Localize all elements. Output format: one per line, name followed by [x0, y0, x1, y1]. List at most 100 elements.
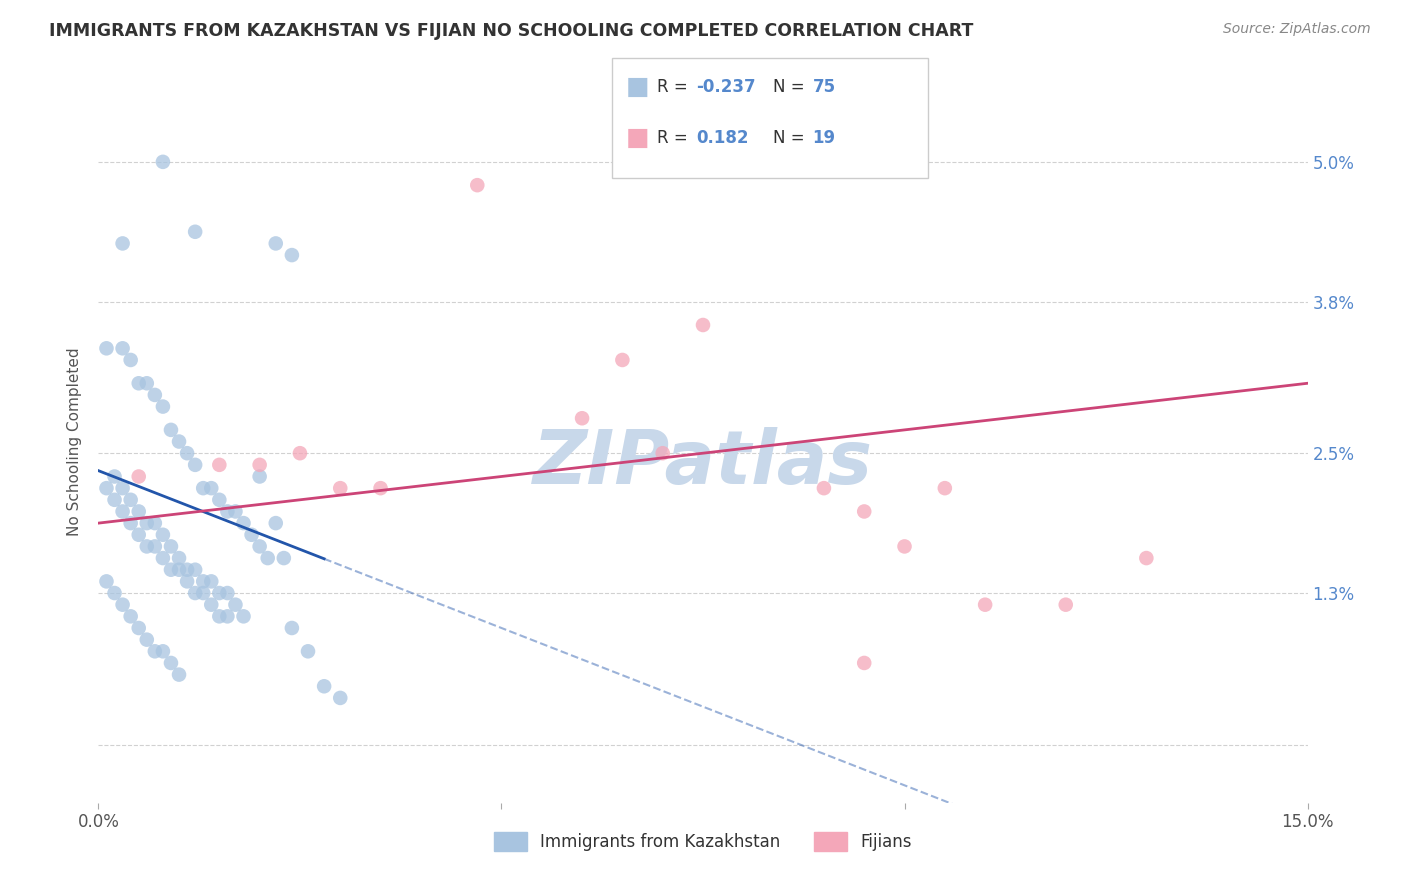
Point	[217, 586, 239, 600]
Point	[103, 492, 125, 507]
Point	[128, 504, 150, 518]
Point	[143, 388, 166, 402]
Point	[208, 458, 231, 472]
Point	[314, 679, 336, 693]
Point	[208, 586, 231, 600]
Text: N =: N =	[773, 78, 810, 95]
Point	[200, 574, 222, 589]
Point	[651, 446, 673, 460]
Point	[249, 540, 271, 554]
Point	[176, 446, 198, 460]
Point	[571, 411, 593, 425]
Point	[96, 574, 118, 589]
Text: ■: ■	[626, 75, 650, 98]
Text: 0.182: 0.182	[696, 129, 748, 147]
Point	[208, 609, 231, 624]
Point	[224, 598, 246, 612]
Text: -0.237: -0.237	[696, 78, 755, 95]
Y-axis label: No Schooling Completed: No Schooling Completed	[67, 347, 83, 536]
Point	[103, 469, 125, 483]
Text: Source: ZipAtlas.com: Source: ZipAtlas.com	[1223, 22, 1371, 37]
Point	[111, 481, 134, 495]
Point	[176, 563, 198, 577]
Point	[120, 492, 142, 507]
Point	[167, 434, 190, 449]
Point	[160, 423, 183, 437]
Point	[217, 504, 239, 518]
Point	[143, 540, 166, 554]
Point	[111, 341, 134, 355]
Legend: Immigrants from Kazakhstan, Fijians: Immigrants from Kazakhstan, Fijians	[485, 823, 921, 860]
Point	[135, 632, 157, 647]
Point	[297, 644, 319, 658]
Point	[200, 481, 222, 495]
Point	[184, 458, 207, 472]
Text: ■: ■	[626, 127, 650, 150]
Point	[160, 656, 183, 670]
Point	[329, 481, 352, 495]
Point	[232, 516, 254, 530]
Point	[264, 516, 287, 530]
Text: 19: 19	[813, 129, 835, 147]
Point	[465, 178, 488, 193]
Text: 75: 75	[813, 78, 835, 95]
Point	[288, 446, 311, 460]
Point	[128, 621, 150, 635]
Point	[1135, 551, 1157, 566]
Point	[853, 504, 876, 518]
Point	[128, 528, 150, 542]
Point	[232, 609, 254, 624]
Point	[692, 318, 714, 332]
Point	[160, 540, 183, 554]
Point	[853, 656, 876, 670]
Point	[256, 551, 278, 566]
Point	[160, 563, 183, 577]
Point	[224, 504, 246, 518]
Point	[96, 341, 118, 355]
Point	[893, 540, 915, 554]
Point	[103, 586, 125, 600]
Point	[200, 598, 222, 612]
Text: ZIPatlas: ZIPatlas	[533, 426, 873, 500]
Point	[167, 563, 190, 577]
Point	[184, 563, 207, 577]
Point	[143, 516, 166, 530]
Point	[208, 492, 231, 507]
Point	[120, 516, 142, 530]
Point	[193, 481, 215, 495]
Point	[370, 481, 392, 495]
Point	[193, 586, 215, 600]
Point	[167, 551, 190, 566]
Point	[120, 353, 142, 368]
Point	[143, 644, 166, 658]
Point	[135, 540, 157, 554]
Point	[128, 469, 150, 483]
Text: IMMIGRANTS FROM KAZAKHSTAN VS FIJIAN NO SCHOOLING COMPLETED CORRELATION CHART: IMMIGRANTS FROM KAZAKHSTAN VS FIJIAN NO …	[49, 22, 973, 40]
Point	[176, 574, 198, 589]
Point	[128, 376, 150, 391]
Point	[135, 516, 157, 530]
Text: N =: N =	[773, 129, 810, 147]
Text: R =: R =	[657, 78, 693, 95]
Point	[264, 236, 287, 251]
Point	[184, 225, 207, 239]
Point	[329, 690, 352, 705]
Point	[249, 458, 271, 472]
Point	[152, 644, 174, 658]
Point	[1054, 598, 1077, 612]
Point	[934, 481, 956, 495]
Point	[281, 621, 304, 635]
Point	[281, 248, 304, 262]
Point	[612, 353, 634, 368]
Point	[152, 400, 174, 414]
Point	[152, 154, 174, 169]
Point	[273, 551, 295, 566]
Point	[240, 528, 263, 542]
Point	[135, 376, 157, 391]
Point	[184, 586, 207, 600]
Point	[193, 574, 215, 589]
Point	[217, 609, 239, 624]
Point	[249, 469, 271, 483]
Point	[111, 236, 134, 251]
Point	[96, 481, 118, 495]
